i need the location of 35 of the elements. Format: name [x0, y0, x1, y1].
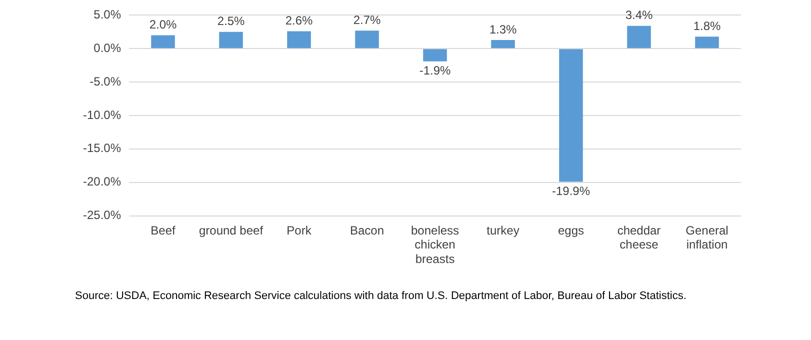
data-label: -19.9%	[552, 184, 590, 198]
y-tick-label: -15.0%	[82, 141, 122, 156]
x-tick-label: eggs	[558, 223, 584, 238]
y-tick-label: -20.0%	[82, 174, 122, 189]
data-label: 2.5%	[217, 14, 246, 28]
x-tick-label: General inflation	[686, 223, 728, 252]
x-tick-label: boneless chicken breasts	[410, 223, 460, 266]
y-tick-label: 0.0%	[94, 40, 122, 55]
x-tick-label: turkey	[486, 223, 520, 238]
x-tick-label: Bacon	[350, 223, 384, 238]
x-tick-label: Pork	[286, 223, 312, 238]
bar	[627, 26, 651, 48]
data-label: -1.9%	[419, 64, 452, 78]
data-label: 1.3%	[489, 22, 518, 36]
bar	[423, 49, 447, 62]
x-tick-label: ground beef	[198, 223, 264, 238]
source-note: Source: USDA, Economic Research Service calculations with data from U.S. Department of Labor, Bureau of Labor Statistics.	[75, 290, 686, 302]
bar	[491, 40, 515, 48]
y-tick-label: 5.0%	[94, 8, 122, 22]
data-label: 3.4%	[625, 8, 654, 22]
y-tick-label: -25.0%	[82, 208, 122, 222]
bar	[287, 31, 311, 48]
data-label: 1.8%	[693, 18, 722, 33]
y-tick-label: -10.0%	[82, 108, 122, 122]
y-tick-label: -5.0%	[90, 74, 122, 88]
data-label: 2.7%	[353, 12, 382, 27]
bar	[695, 36, 719, 48]
bar	[559, 49, 583, 182]
bar	[355, 30, 379, 48]
bar	[151, 35, 175, 48]
x-tick-label: Beef	[150, 223, 176, 238]
x-tick-label: cheddar cheese	[617, 223, 661, 252]
data-label: 2.0%	[149, 18, 178, 32]
bar	[219, 32, 243, 48]
data-label: 2.6%	[285, 14, 314, 28]
